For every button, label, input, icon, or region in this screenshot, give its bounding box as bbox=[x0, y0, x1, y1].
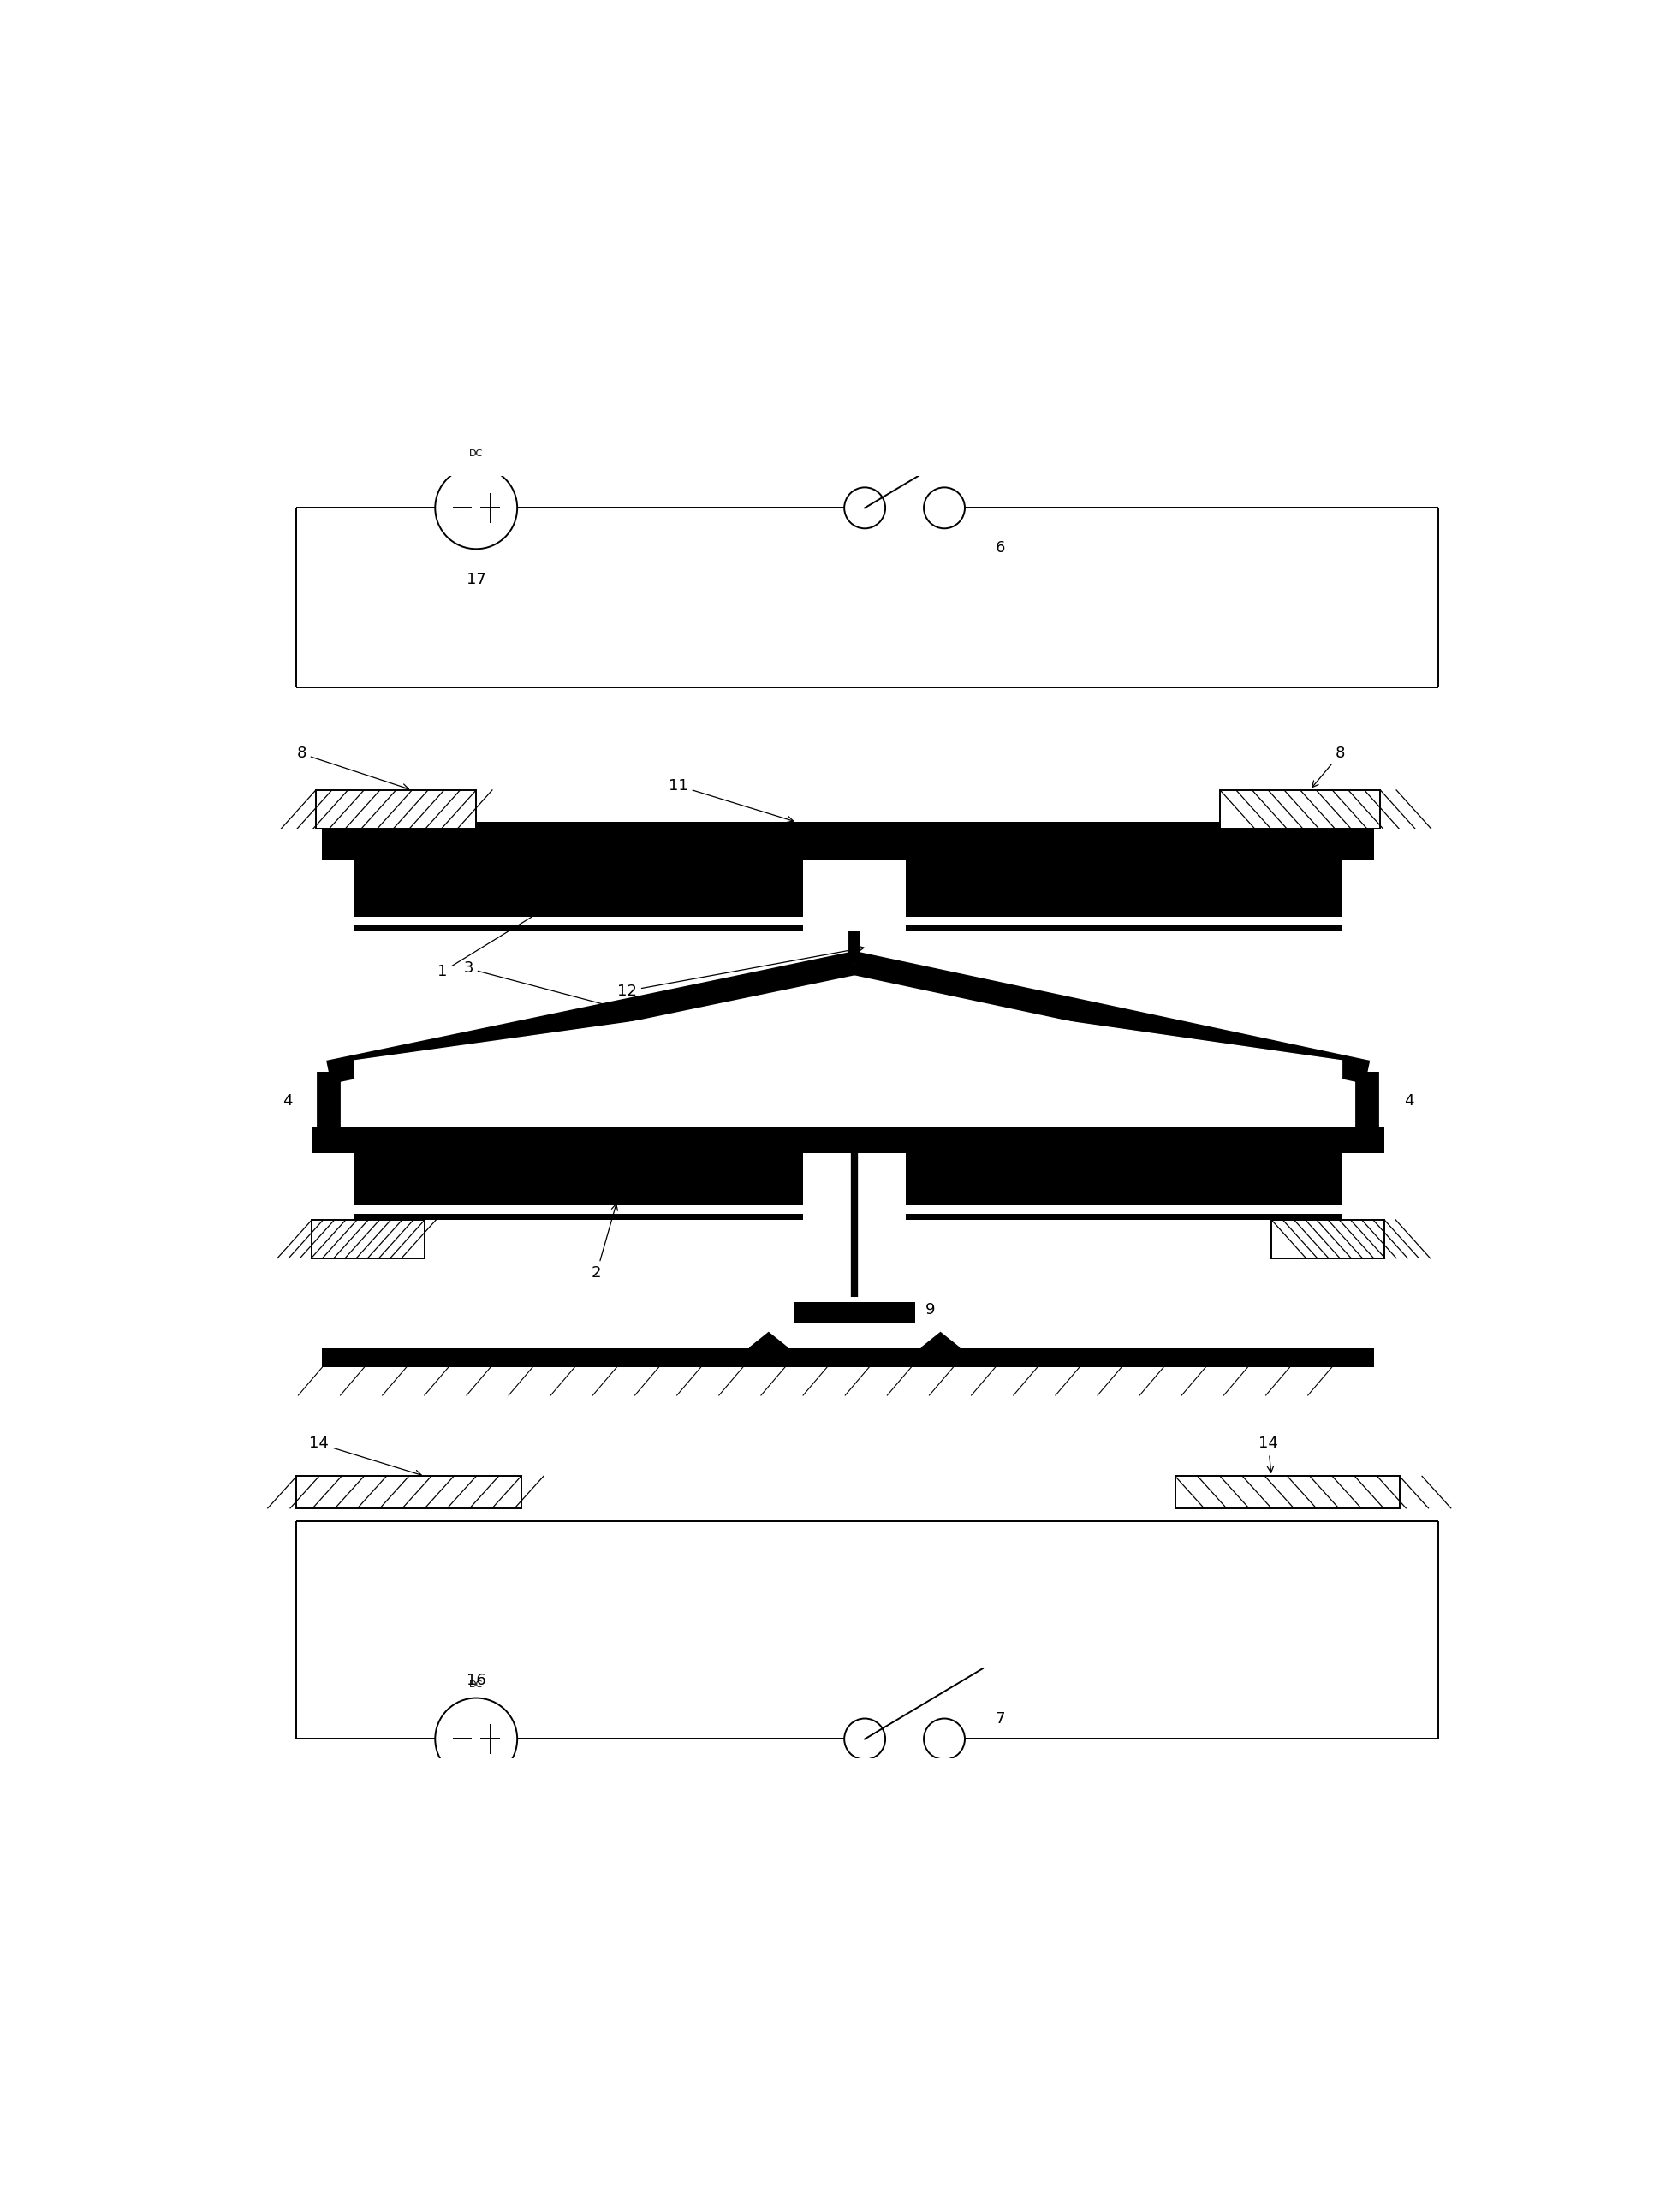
Bar bbox=[313, 1128, 1383, 1152]
Text: 9: 9 bbox=[925, 1301, 935, 1316]
Text: 1: 1 bbox=[437, 898, 562, 980]
Polygon shape bbox=[921, 1332, 959, 1347]
Bar bbox=[323, 823, 1373, 860]
Bar bbox=[794, 1296, 915, 1301]
Bar bbox=[905, 1206, 1341, 1214]
Polygon shape bbox=[354, 991, 1341, 1106]
Bar bbox=[313, 1219, 425, 1259]
Text: 14: 14 bbox=[309, 1436, 422, 1475]
Text: 8: 8 bbox=[296, 745, 409, 790]
Bar bbox=[905, 860, 1341, 931]
Bar bbox=[316, 790, 476, 830]
Bar bbox=[323, 1347, 1373, 1367]
Text: 11: 11 bbox=[668, 779, 792, 823]
Text: 14: 14 bbox=[1257, 1436, 1277, 1473]
Bar bbox=[1270, 1219, 1383, 1259]
Text: 6: 6 bbox=[996, 540, 1006, 555]
Bar bbox=[296, 1475, 521, 1509]
Bar bbox=[1174, 1475, 1399, 1509]
Text: 7: 7 bbox=[996, 1710, 1006, 1725]
Text: DC: DC bbox=[470, 449, 483, 458]
Polygon shape bbox=[749, 1332, 787, 1347]
Text: 4: 4 bbox=[1403, 1093, 1413, 1108]
Bar bbox=[794, 1296, 915, 1323]
Text: DC: DC bbox=[470, 1681, 483, 1690]
Text: 17: 17 bbox=[466, 573, 486, 588]
Bar bbox=[354, 860, 802, 931]
Bar bbox=[354, 1206, 802, 1214]
Text: 4: 4 bbox=[283, 1093, 293, 1108]
Bar bbox=[354, 916, 802, 925]
Text: 2: 2 bbox=[592, 1203, 617, 1281]
Bar bbox=[905, 1152, 1341, 1219]
Text: 8: 8 bbox=[1312, 745, 1345, 787]
Text: 16: 16 bbox=[466, 1672, 486, 1688]
Bar bbox=[354, 1152, 802, 1219]
Text: 3: 3 bbox=[463, 960, 627, 1011]
Text: 12: 12 bbox=[617, 947, 863, 998]
Bar bbox=[1219, 790, 1379, 830]
Bar bbox=[905, 916, 1341, 925]
